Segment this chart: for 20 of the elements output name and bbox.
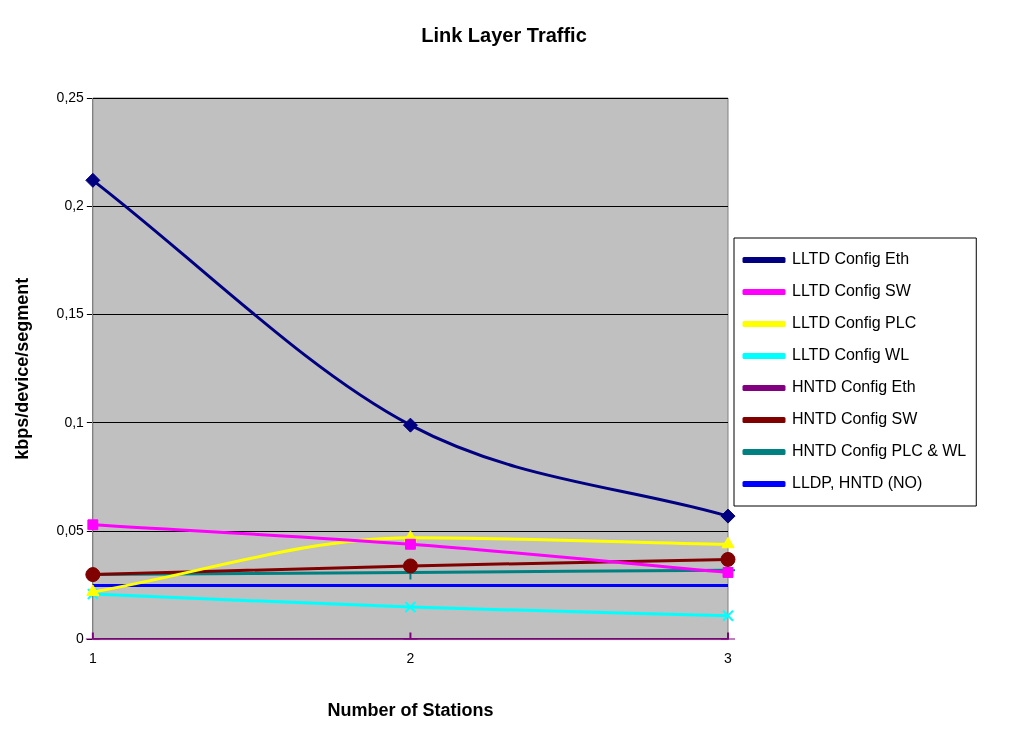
legend-label: LLTD Config WL	[792, 346, 910, 364]
y-tick-label: 0,2	[64, 197, 85, 214]
legend-label: LLTD Config Eth	[792, 250, 910, 268]
y-tick-label: 0	[76, 630, 85, 647]
legend-label: LLTD Config PLC	[792, 314, 917, 332]
legend-label: HNTD Config PLC & WL	[792, 442, 967, 460]
x-axis-title: Number of Stations	[327, 700, 494, 721]
y-tick-label: 0,1	[64, 413, 85, 430]
x-tick-label: 3	[724, 649, 733, 666]
y-tick-label: 0,25	[56, 88, 85, 105]
y-tick-label: 0,15	[56, 305, 85, 322]
x-tick-label: 2	[406, 649, 415, 666]
legend-label: LLTD Config SW	[792, 282, 912, 300]
y-tick-label: 0,05	[56, 522, 85, 539]
legend-label: HNTD Config SW	[792, 410, 919, 428]
legend-label: LLDP, HNTD (NO)	[792, 474, 923, 492]
y-axis-title: kbps/device/segment	[11, 277, 32, 460]
legend-label: HNTD Config Eth	[792, 378, 916, 396]
chart-title: Link Layer Traffic	[421, 23, 587, 46]
x-tick-label: 1	[88, 649, 97, 666]
